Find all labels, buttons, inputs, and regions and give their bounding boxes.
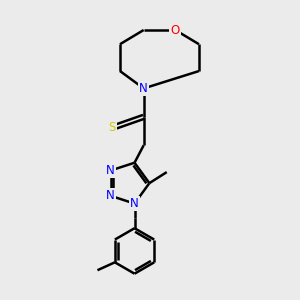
Text: N: N — [139, 82, 148, 95]
Text: N: N — [130, 197, 139, 210]
Text: O: O — [171, 23, 180, 37]
Text: N: N — [106, 189, 115, 202]
Text: N: N — [106, 164, 115, 177]
Text: S: S — [108, 122, 116, 134]
